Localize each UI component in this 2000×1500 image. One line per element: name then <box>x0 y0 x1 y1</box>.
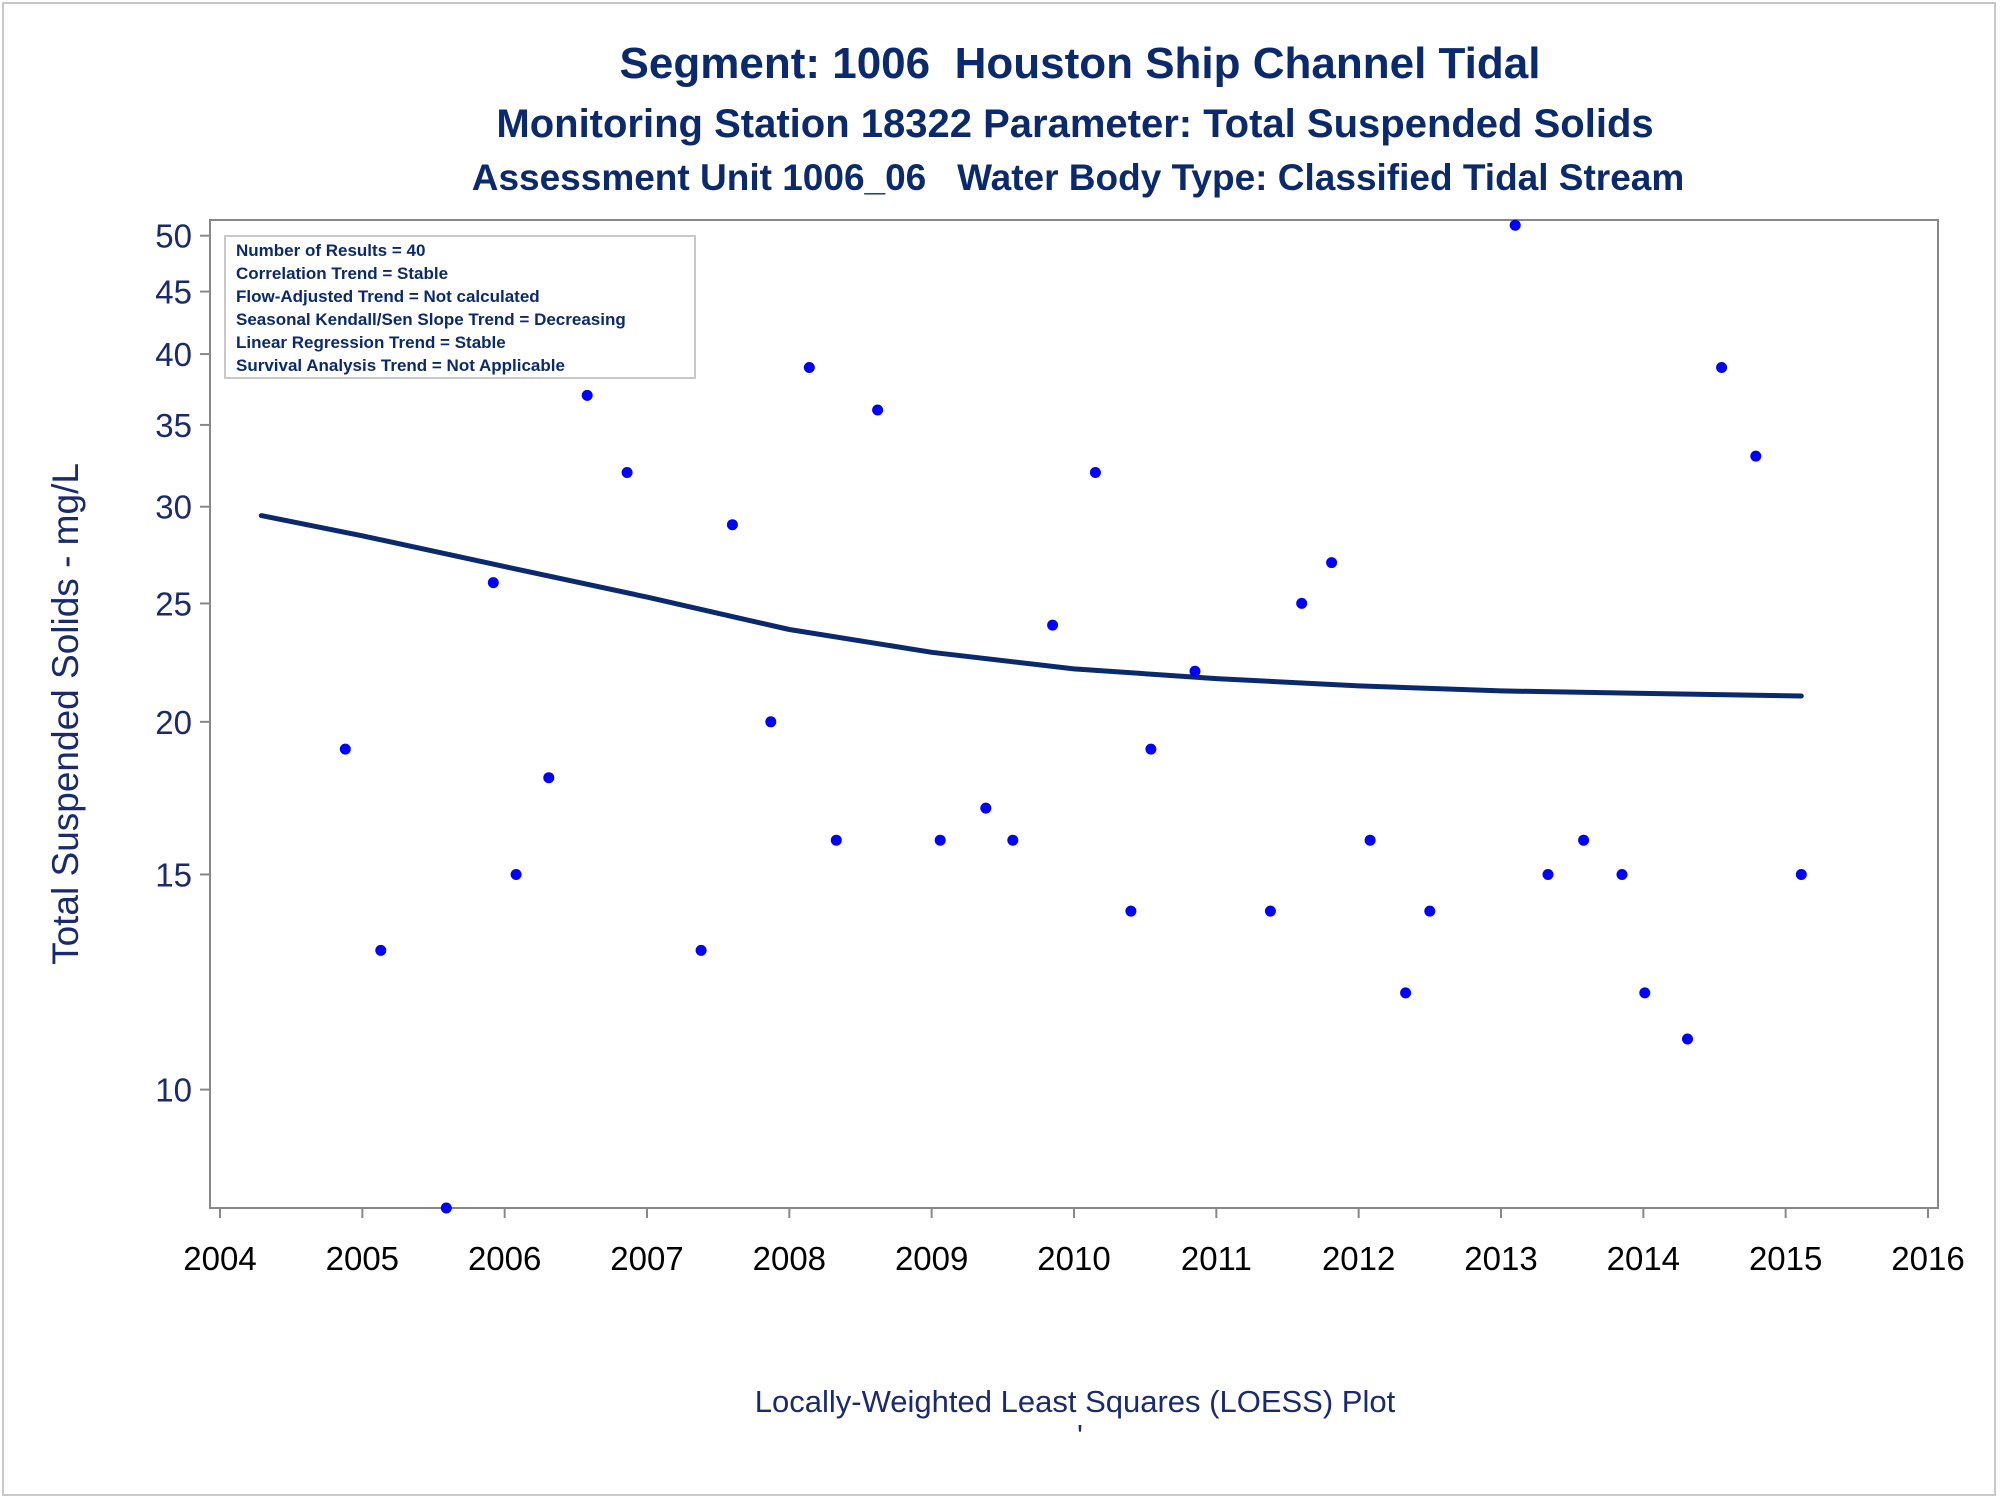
data-point <box>487 577 499 589</box>
y-axis-label: Total Suspended Solids - mg/L <box>45 463 86 965</box>
legend-line: Flow-Adjusted Trend = Not calculated <box>236 287 540 306</box>
data-point <box>1364 834 1376 846</box>
data-point <box>1616 869 1628 880</box>
y-tick-label: 40 <box>155 336 192 373</box>
legend-line: Correlation Trend = Stable <box>236 264 448 283</box>
legend-box: Number of Results = 40 Correlation Trend … <box>224 235 696 379</box>
loess-layer <box>258 513 1804 699</box>
x-tick-label: 2006 <box>468 1240 541 1277</box>
x-tick-label: 2004 <box>183 1240 256 1277</box>
x-tick-label: 2011 <box>1181 1240 1252 1277</box>
data-point <box>510 869 522 880</box>
data-point <box>1424 905 1436 917</box>
x-tick-label: 2016 <box>1891 1240 1964 1277</box>
data-point <box>830 834 842 846</box>
x-tick-label: 2012 <box>1322 1240 1395 1277</box>
data-point <box>1326 557 1338 569</box>
chart-title: Segment: 1006 Houston Ship Channel Tidal <box>620 39 1541 88</box>
data-point <box>1264 905 1276 917</box>
data-point <box>543 772 555 784</box>
footnote-mark: ' <box>1077 1418 1083 1453</box>
data-point <box>621 467 633 478</box>
data-point <box>980 802 992 814</box>
data-point <box>934 834 946 846</box>
data-point <box>1639 987 1651 999</box>
x-tick-label: 2010 <box>1037 1240 1110 1277</box>
data-point <box>803 362 815 373</box>
y-tick-label: 45 <box>155 274 192 311</box>
data-point <box>1089 467 1101 478</box>
chart-subtitle: Monitoring Station 18322 Parameter: Tota… <box>496 102 1653 146</box>
x-tick-label: 2007 <box>610 1240 683 1277</box>
y-tick-label: 20 <box>155 704 192 741</box>
legend-line: Survival Analysis Trend = Not Applicable <box>236 356 565 375</box>
data-point <box>765 716 777 728</box>
y-tick-label: 10 <box>155 1072 192 1109</box>
y-axis: 10 15 20 25 30 35 40 45 50 <box>155 218 210 1109</box>
y-tick-label: 15 <box>155 856 192 893</box>
legend-lines: Number of Results = 40 Correlation Trend … <box>236 241 626 375</box>
data-point <box>1682 1033 1693 1045</box>
points-layer <box>255 219 1807 1214</box>
loess-trend-line <box>258 513 1804 699</box>
y-tick-label: 30 <box>155 489 192 526</box>
data-point <box>1750 450 1762 462</box>
data-point <box>1125 905 1137 917</box>
data-point <box>1047 619 1059 631</box>
data-point <box>872 404 884 416</box>
data-point <box>339 743 351 755</box>
x-axis: 2004 2005 2006 2007 2008 2009 2010 2011 2012 2013… <box>183 1208 1965 1277</box>
chart-footnote: Locally-Weighted Least Squares (LOESS) P… <box>755 1384 1396 1419</box>
data-point <box>440 1202 452 1214</box>
x-tick-label: 2013 <box>1464 1240 1537 1277</box>
x-tick-label: 2015 <box>1749 1240 1822 1277</box>
data-point <box>726 519 738 531</box>
data-point <box>1400 987 1412 999</box>
legend-line: Seasonal Kendall/Sen Slope Trend = Decre… <box>236 310 626 329</box>
data-point <box>581 389 593 401</box>
chart-subtitle-2: Assessment Unit 1006_06 Water Body Type:… <box>472 157 1685 198</box>
x-tick-label: 2005 <box>326 1240 399 1277</box>
y-tick-label: 25 <box>155 585 192 622</box>
data-point <box>1189 665 1201 677</box>
legend-line: Number of Results = 40 <box>236 241 425 260</box>
data-point <box>1509 219 1521 231</box>
x-tick-label: 2009 <box>895 1240 968 1277</box>
data-point <box>1716 362 1728 373</box>
data-point <box>375 944 387 956</box>
data-point <box>695 944 707 956</box>
y-tick-label: 50 <box>155 218 192 255</box>
data-point <box>1007 834 1019 846</box>
x-tick-label: 2014 <box>1607 1240 1680 1277</box>
data-point <box>1795 869 1807 880</box>
data-point <box>1296 597 1308 609</box>
data-point <box>1145 743 1157 755</box>
data-point <box>1578 834 1590 846</box>
x-tick-label: 2008 <box>753 1240 826 1277</box>
legend-line: Linear Regression Trend = Stable <box>236 333 506 352</box>
data-point <box>1542 869 1554 880</box>
y-tick-label: 35 <box>155 407 192 444</box>
